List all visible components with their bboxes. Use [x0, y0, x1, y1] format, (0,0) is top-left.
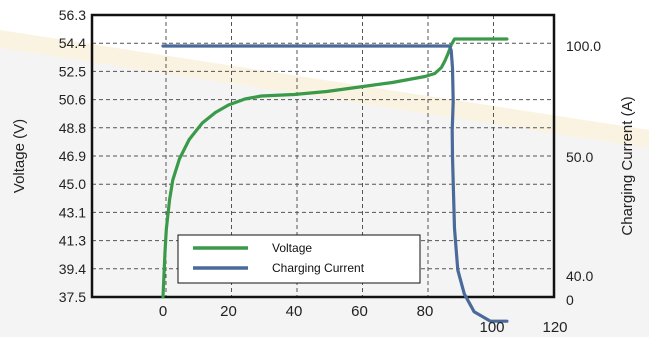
watermark-stripe — [0, 30, 649, 148]
y-tick-label: 52.5 — [59, 63, 86, 79]
y-tick-label: 46.9 — [59, 148, 86, 164]
x-tick-label: 80 — [417, 303, 434, 320]
y2-axis-ticks: 100.0 50.0 40.0 0 — [566, 38, 601, 308]
y-tick-label: 37.5 — [59, 289, 86, 305]
y-tick-label: 43.1 — [59, 204, 86, 220]
y-tick-label: 50.6 — [59, 92, 86, 108]
y2-tick-label: 0 — [566, 292, 574, 308]
x-tick-label: 60 — [351, 303, 368, 320]
legend: Voltage Charging Current — [177, 234, 421, 284]
y-tick-label: 39.4 — [59, 261, 86, 277]
y-tick-label: 48.8 — [59, 120, 86, 136]
y2-tick-label: 50.0 — [566, 149, 593, 165]
y2-tick-label: 40.0 — [566, 268, 593, 284]
x-axis-ticks: 0 20 40 60 80 100 120 — [159, 303, 568, 336]
x-tick-label-outer: 120 — [542, 319, 567, 336]
voltage-line — [161, 37, 509, 299]
legend-box — [177, 234, 421, 284]
y2-tick-label: 100.0 — [566, 38, 601, 54]
plot-frame — [90, 13, 556, 299]
legend-label-voltage: Voltage — [272, 241, 312, 255]
y-axis-ticks: 56.3 54.4 52.5 50.6 48.8 46.9 45.0 43.1 41.3 39.4… — [59, 7, 86, 305]
y-tick-label: 45.0 — [59, 176, 86, 192]
y-axis-label: Voltage (V) — [11, 119, 28, 193]
y-tick-label: 54.4 — [59, 35, 86, 51]
series-layer — [161, 37, 509, 323]
y2-axis-label: Charging Current (A) — [619, 96, 636, 235]
x-tick-label-outer: 100 — [479, 319, 504, 336]
x-tick-label: 0 — [159, 303, 167, 320]
watermark-band — [0, 40, 649, 337]
legend-label-current: Charging Current — [272, 261, 365, 275]
y-tick-label: 56.3 — [59, 7, 86, 23]
x-tick-label: 20 — [220, 303, 237, 320]
charging-current-line — [161, 44, 509, 323]
x-tick-label: 40 — [286, 303, 303, 320]
y-tick-label: 41.3 — [59, 233, 86, 249]
